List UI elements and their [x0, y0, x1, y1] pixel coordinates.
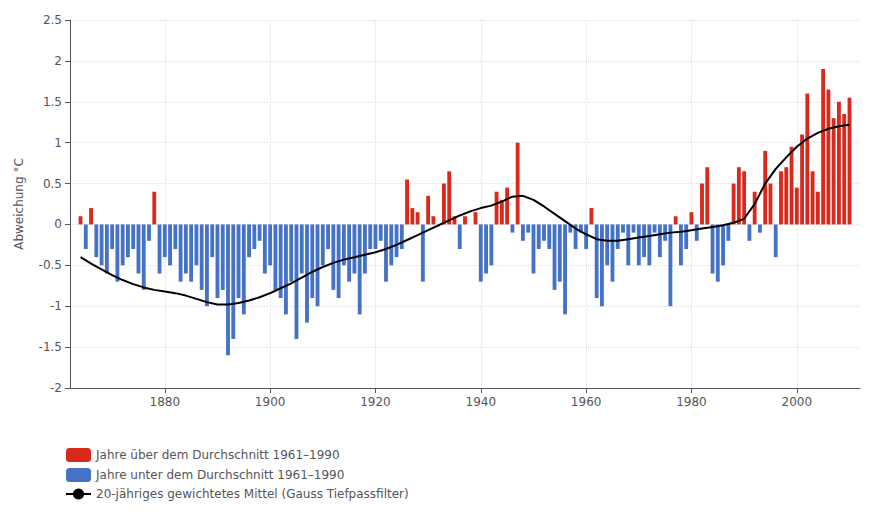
- svg-text:0.5: 0.5: [43, 177, 62, 191]
- svg-text:1880: 1880: [150, 395, 181, 409]
- svg-text:0: 0: [54, 217, 62, 231]
- svg-text:1960: 1960: [571, 395, 602, 409]
- svg-text:Jahre unter dem Durchschnitt 1: Jahre unter dem Durchschnitt 1961–1990: [95, 468, 344, 482]
- svg-text:2.5: 2.5: [43, 13, 62, 27]
- svg-text:-1.5: -1.5: [39, 340, 62, 354]
- svg-text:1940: 1940: [466, 395, 497, 409]
- svg-text:-0.5: -0.5: [39, 258, 62, 272]
- svg-text:1.5: 1.5: [43, 95, 62, 109]
- svg-text:-1: -1: [50, 299, 62, 313]
- svg-text:2000: 2000: [782, 395, 813, 409]
- svg-text:1: 1: [54, 136, 62, 150]
- svg-text:2: 2: [54, 54, 62, 68]
- svg-text:1980: 1980: [676, 395, 707, 409]
- svg-text:1900: 1900: [255, 395, 286, 409]
- svg-text:-2: -2: [50, 381, 62, 395]
- svg-text:20-jähriges gewichtetes Mittel: 20-jähriges gewichtetes Mittel (Gauss Ti…: [96, 487, 409, 501]
- svg-text:Abweichung °C: Abweichung °C: [12, 158, 26, 250]
- svg-text:Jahre über dem Durchschnitt 19: Jahre über dem Durchschnitt 1961–1990: [95, 448, 340, 462]
- svg-text:1920: 1920: [360, 395, 391, 409]
